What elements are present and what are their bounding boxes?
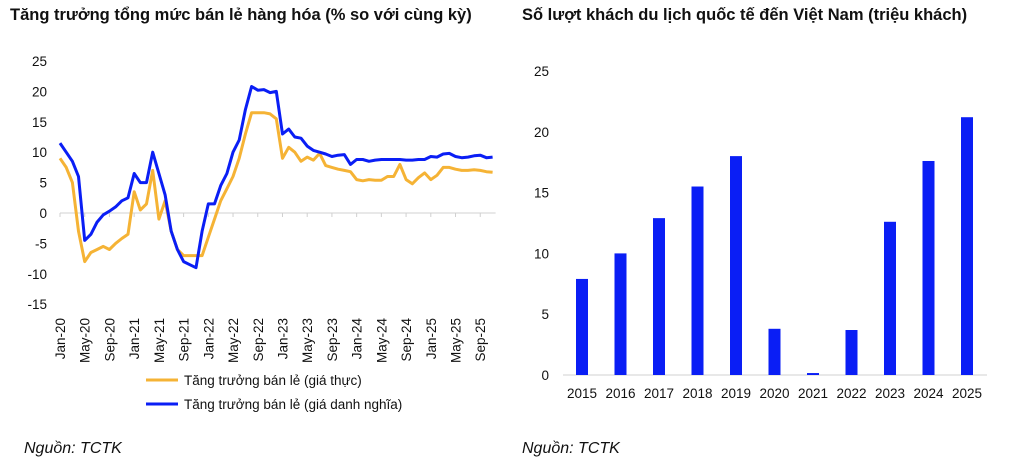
x-tick-label: Sep-21 <box>177 318 192 362</box>
bar-2015 <box>576 278 588 375</box>
y-tick-label: -5 <box>35 236 47 251</box>
y-tick-label: 25 <box>32 54 47 69</box>
x-tick-label: 2025 <box>952 386 982 401</box>
x-tick-label: Jan-23 <box>275 318 290 359</box>
right-chart-title: Số lượt khách du lịch quốc tế đến Việt N… <box>522 6 968 24</box>
x-tick-label: May-20 <box>78 318 93 363</box>
x-tick-label: 2016 <box>605 386 635 401</box>
legend-label: Tăng trưởng bán lẻ (giá danh nghĩa) <box>184 397 402 412</box>
bar-2018 <box>691 186 704 375</box>
x-tick-label: Sep-24 <box>399 318 414 362</box>
y-tick-label: 15 <box>32 115 47 130</box>
x-tick-label: Jan-20 <box>53 318 68 359</box>
x-tick-label: 2017 <box>644 386 674 401</box>
x-tick-label: Jan-22 <box>201 318 216 359</box>
y-tick-label: 15 <box>534 186 549 201</box>
legend-label: Tăng trưởng bán lẻ (giá thực) <box>184 373 362 388</box>
y-tick-label: 25 <box>534 64 549 79</box>
bar-2016 <box>614 253 627 375</box>
y-tick-label: 10 <box>534 246 549 261</box>
bar-2021 <box>807 373 819 375</box>
x-tick-label: 2019 <box>721 386 751 401</box>
x-tick-label: 2023 <box>875 386 905 401</box>
y-tick-label: -10 <box>27 267 47 282</box>
y-tick-label: 10 <box>32 145 47 160</box>
x-tick-label: Sep-20 <box>102 318 117 362</box>
bar-2023 <box>884 221 896 375</box>
x-tick-label: May-23 <box>300 318 315 363</box>
x-tick-label: May-24 <box>374 318 389 364</box>
real-growth-line <box>58 111 493 264</box>
x-tick-label: Jan-25 <box>424 318 439 359</box>
x-tick-label: Sep-25 <box>473 318 488 362</box>
x-tick-label: 2018 <box>682 386 712 401</box>
left-chart-title: Tăng trưởng tổng mức bán lẻ hàng hóa (% … <box>10 6 472 24</box>
retail-growth-line-chart: Jan-20 May-20 Sep-20 Jan-21 May-21 Sep-21 Jan-… <box>27 54 496 412</box>
x-tick-label: May-22 <box>226 318 241 363</box>
x-tick-label: Sep-22 <box>251 318 266 362</box>
x-tick-label: May-25 <box>449 318 464 363</box>
x-tick-label: Jan-21 <box>127 318 142 359</box>
bar-2017 <box>653 218 665 375</box>
x-tick-label: Sep-23 <box>325 318 340 362</box>
x-tick-label: 2022 <box>836 386 866 401</box>
x-tick-label: 2021 <box>798 386 828 401</box>
y-tick-label: -15 <box>27 297 47 312</box>
x-tick-label: Jan-24 <box>350 318 365 360</box>
x-tick-label: 2024 <box>913 386 944 401</box>
y-tick-label: 5 <box>541 307 549 322</box>
nominal-growth-line <box>58 85 493 270</box>
x-tick-label: 2020 <box>759 386 789 401</box>
left-chart-source: Nguồn: TCTK <box>24 440 122 457</box>
y-tick-label: 20 <box>32 84 47 99</box>
bar-2022 <box>845 330 858 375</box>
bar-2020 <box>768 328 781 375</box>
y-tick-label: 5 <box>39 176 47 191</box>
y-tick-label: 0 <box>39 206 47 221</box>
x-tick-label: 2015 <box>567 386 597 401</box>
bar-2025 <box>961 117 973 375</box>
x-tick-label: May-21 <box>152 318 167 363</box>
bar-2024 <box>922 160 935 375</box>
y-tick-label: 20 <box>534 125 549 140</box>
bar-2019 <box>730 156 742 375</box>
y-tick-label: 0 <box>541 368 549 383</box>
right-chart-source: Nguồn: TCTK <box>522 440 620 457</box>
